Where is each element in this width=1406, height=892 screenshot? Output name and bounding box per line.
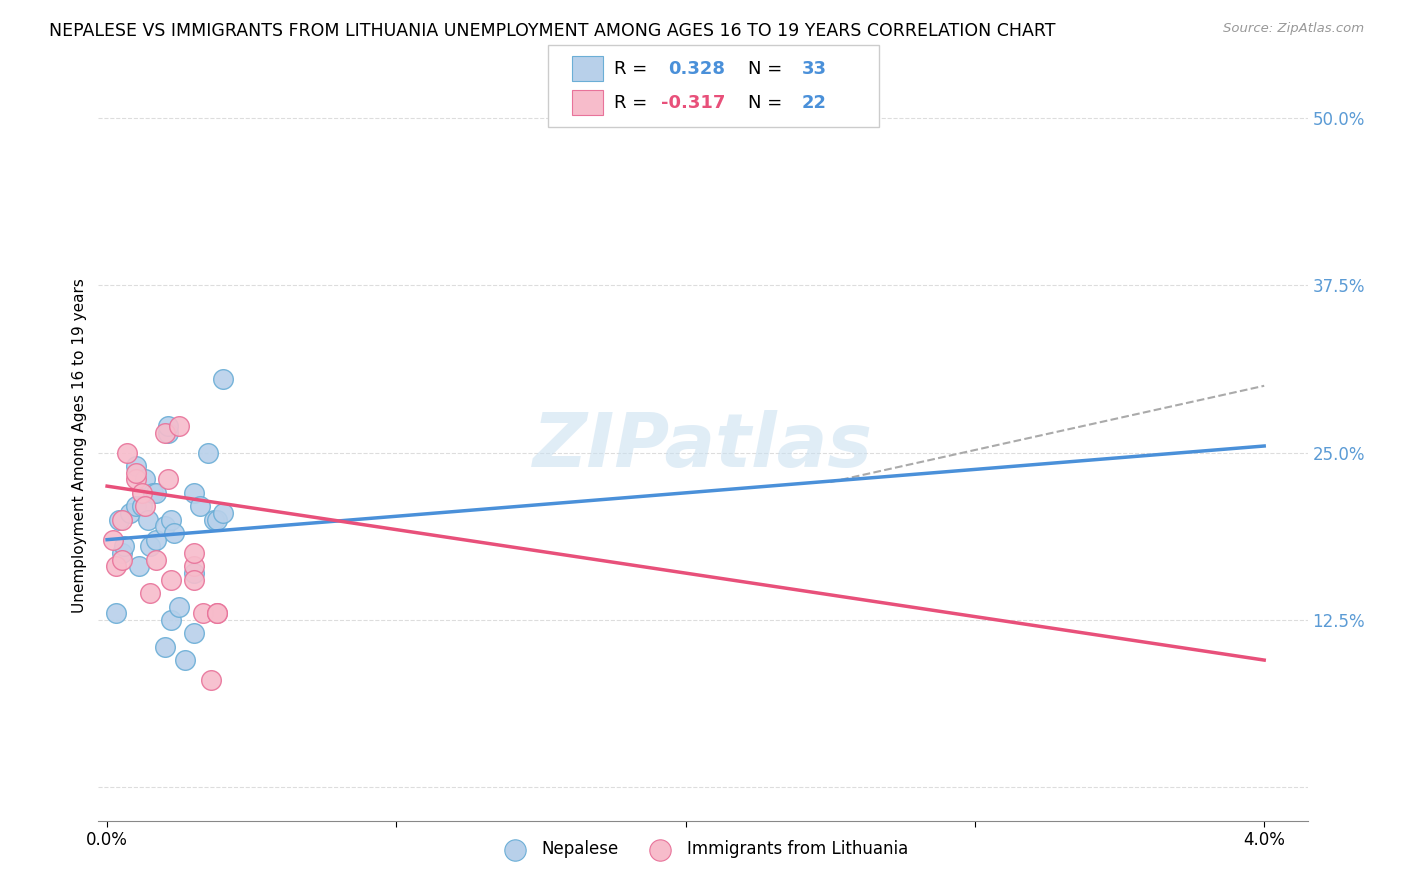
Point — [202, 512, 225, 526]
Point — [120, 506, 142, 520]
Text: NEPALESE VS IMMIGRANTS FROM LITHUANIA UNEMPLOYMENT AMONG AGES 16 TO 19 YEARS COR: NEPALESE VS IMMIGRANTS FROM LITHUANIA UN… — [49, 22, 1056, 40]
Point — [117, 446, 139, 460]
Point — [153, 519, 176, 533]
Point — [104, 559, 127, 574]
Point — [169, 599, 191, 614]
Point — [205, 607, 228, 621]
Text: N =: N = — [748, 94, 787, 112]
Point — [125, 473, 148, 487]
Text: Source: ZipAtlas.com: Source: ZipAtlas.com — [1223, 22, 1364, 36]
Point — [156, 473, 179, 487]
Point — [169, 419, 191, 434]
Point — [110, 552, 132, 567]
Point — [101, 533, 124, 547]
Point — [139, 539, 162, 553]
Point — [183, 485, 205, 500]
Point — [145, 533, 167, 547]
Point — [162, 526, 184, 541]
Point — [125, 459, 148, 474]
Point — [136, 512, 159, 526]
Point — [139, 586, 162, 600]
Point — [104, 607, 127, 621]
Point — [211, 372, 233, 386]
Point — [205, 607, 228, 621]
Point — [159, 613, 181, 627]
Point — [211, 506, 233, 520]
Point — [200, 673, 222, 688]
Point — [134, 473, 156, 487]
Point — [125, 466, 148, 480]
Point — [134, 500, 156, 514]
Text: N =: N = — [748, 60, 787, 78]
Text: -0.317: -0.317 — [661, 94, 725, 112]
Point — [107, 512, 129, 526]
Text: R =: R = — [614, 94, 654, 112]
Text: 22: 22 — [801, 94, 827, 112]
Point — [159, 573, 181, 587]
Point — [183, 626, 205, 640]
Y-axis label: Unemployment Among Ages 16 to 19 years: Unemployment Among Ages 16 to 19 years — [72, 278, 87, 614]
Point — [131, 485, 153, 500]
Point — [114, 539, 136, 553]
Point — [191, 607, 214, 621]
Point — [142, 485, 165, 500]
Point — [156, 425, 179, 440]
Text: R =: R = — [614, 60, 654, 78]
Point — [156, 419, 179, 434]
Point — [128, 559, 150, 574]
Point — [110, 512, 132, 526]
Point — [153, 425, 176, 440]
Legend: Nepalese, Immigrants from Lithuania: Nepalese, Immigrants from Lithuania — [491, 833, 915, 864]
Text: ZIPatlas: ZIPatlas — [533, 409, 873, 483]
Point — [188, 500, 211, 514]
Point — [183, 573, 205, 587]
Point — [205, 512, 228, 526]
Point — [110, 546, 132, 560]
Text: 0.328: 0.328 — [668, 60, 725, 78]
Point — [183, 566, 205, 581]
Point — [183, 559, 205, 574]
Point — [153, 640, 176, 654]
Point — [125, 500, 148, 514]
Point — [174, 653, 197, 667]
Point — [197, 446, 219, 460]
Point — [131, 500, 153, 514]
Point — [183, 546, 205, 560]
Point — [145, 552, 167, 567]
Text: 33: 33 — [801, 60, 827, 78]
Point — [159, 512, 181, 526]
Point — [145, 485, 167, 500]
